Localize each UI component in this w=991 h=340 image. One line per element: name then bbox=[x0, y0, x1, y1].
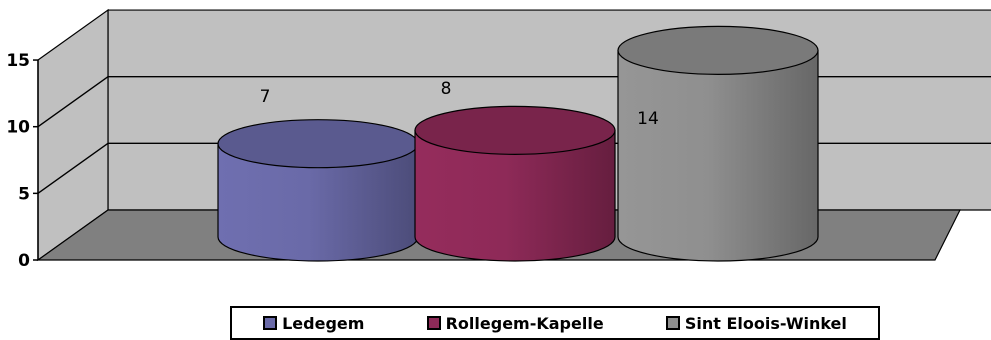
legend-label-ledegem: Ledegem bbox=[282, 313, 365, 333]
legend-label-sint-eloois-winkel: Sint Eloois-Winkel bbox=[684, 313, 847, 333]
legend-entry-sint-eloois-winkel: Sint Eloois-Winkel bbox=[665, 313, 847, 333]
chart-legend: Ledegem Rollegem-Kapelle Sint Eloois-Win… bbox=[230, 306, 880, 340]
chart-plot: 0 5 10 15 7 8 14 bbox=[6, 8, 991, 271]
legend-label-rollegem-kapelle: Rollegem-Kapelle bbox=[445, 313, 604, 333]
data-label: 8 bbox=[441, 79, 452, 99]
data-label: 14 bbox=[637, 109, 659, 129]
data-label: 7 bbox=[260, 87, 271, 107]
legend-swatch-rollegem-kapelle bbox=[426, 316, 441, 330]
y-tick-label: 5 bbox=[18, 184, 30, 204]
y-tick-label: 15 bbox=[6, 51, 30, 71]
bar-top-ledegem bbox=[217, 119, 419, 169]
y-tick-label: 10 bbox=[6, 118, 30, 138]
bar-top-rollegem-kapelle bbox=[414, 105, 616, 155]
legend-entry-ledegem: Ledegem bbox=[263, 314, 364, 333]
y-tick-label: 0 bbox=[18, 251, 30, 271]
legend-swatch-ledegem bbox=[263, 316, 278, 330]
bar-rollegem-kapelle bbox=[414, 129, 616, 262]
legend-entry-rollegem-kapelle: Rollegem-Kapelle bbox=[426, 313, 604, 333]
bar-top-sint-eloois-winkel bbox=[617, 25, 819, 75]
bar-sint-eloois-winkel bbox=[617, 49, 819, 262]
bar-ledegem bbox=[217, 143, 419, 262]
legend-swatch-sint-eloois-winkel bbox=[665, 316, 680, 330]
